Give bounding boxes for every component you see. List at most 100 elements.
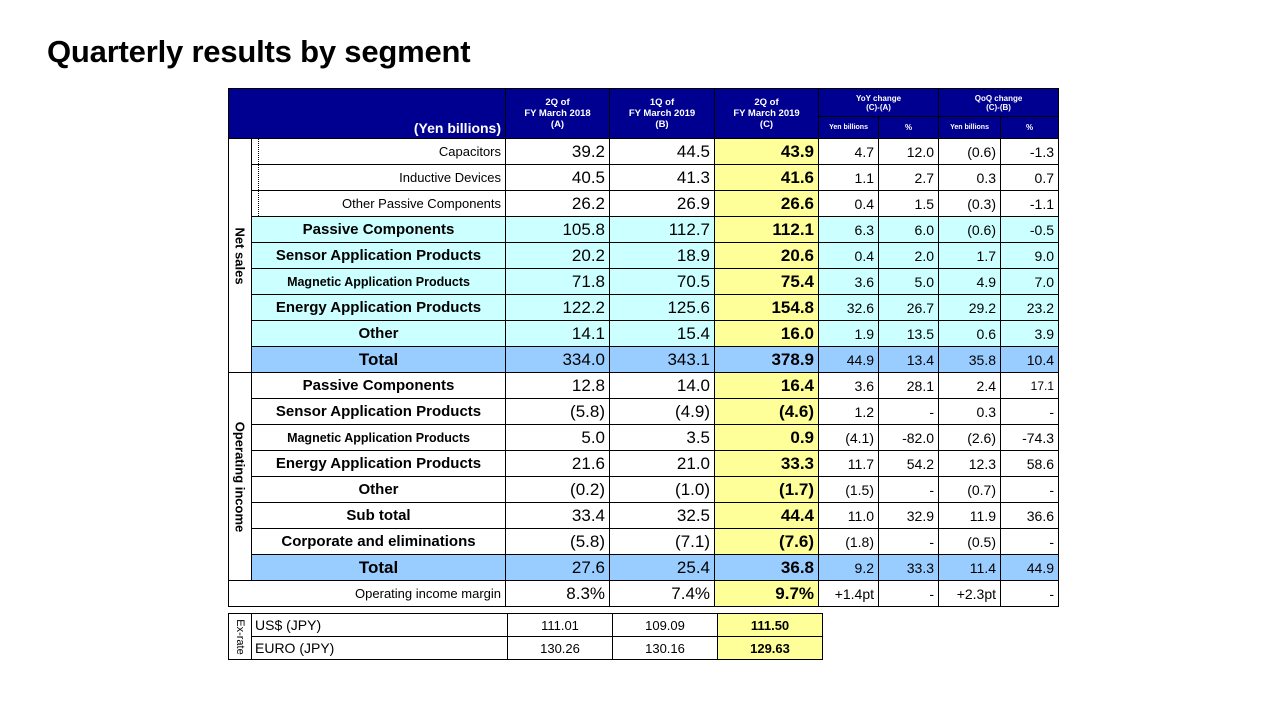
value-c: 9.7% bbox=[714, 580, 820, 607]
net-sales-section-label: Net sales bbox=[228, 138, 252, 373]
table-row: Corporate and eliminations (5.8) (7.1) (7.6… bbox=[229, 528, 1060, 555]
value-a: 26.2 bbox=[505, 190, 611, 217]
table-row: Energy Application Products 21.6 21.0 33.3 1… bbox=[229, 450, 1060, 477]
value-a: 105.8 bbox=[505, 216, 611, 243]
table-row: Total 334.0 343.1 378.9 44.9 13.4 35.8 10.4 bbox=[229, 346, 1060, 373]
change-yoy: 4.7 bbox=[818, 138, 880, 165]
row-label: Magnetic Application Products bbox=[250, 424, 507, 451]
change-qoq-pct: 10.4 bbox=[1000, 346, 1060, 373]
change-qoq-pct: -74.3 bbox=[1000, 424, 1060, 451]
change-yoy: 0.4 bbox=[818, 242, 880, 269]
value-b: 18.9 bbox=[609, 242, 716, 269]
value-a: 71.8 bbox=[505, 268, 611, 295]
change-yoy-pct: - bbox=[878, 476, 940, 503]
value-b: 25.4 bbox=[609, 554, 716, 581]
value-c: 43.9 bbox=[714, 138, 820, 165]
row-label: Other bbox=[250, 320, 507, 347]
rate-a: 130.26 bbox=[507, 636, 613, 660]
value-a: 14.1 bbox=[505, 320, 611, 347]
change-qoq-pct: - bbox=[1000, 528, 1060, 555]
row-label: Total bbox=[250, 554, 507, 581]
change-yoy-pct: 13.4 bbox=[878, 346, 940, 373]
change-yoy-pct: 2.0 bbox=[878, 242, 940, 269]
value-b: 3.5 bbox=[609, 424, 716, 451]
segment-results-table: (Yen billions) 2Q of FY March 2018 (A) 1Q … bbox=[227, 88, 1060, 607]
change-yoy: 9.2 bbox=[818, 554, 880, 581]
change-yoy: 11.0 bbox=[818, 502, 880, 529]
value-a: 122.2 bbox=[505, 294, 611, 321]
qoq-header: QoQ change (C)-(B) bbox=[938, 88, 1060, 117]
row-label: Passive Components bbox=[250, 372, 507, 399]
change-qoq-pct: - bbox=[1000, 580, 1060, 607]
table-row: Total 27.6 25.4 36.8 9.2 33.3 11.4 44.9 bbox=[229, 554, 1060, 581]
change-yoy-pct: 33.3 bbox=[878, 554, 940, 581]
change-qoq-pct: 9.0 bbox=[1000, 242, 1060, 269]
change-yoy-pct: - bbox=[878, 528, 940, 555]
change-yoy: 6.3 bbox=[818, 216, 880, 243]
col-header-b: 1Q of FY March 2019 (B) bbox=[609, 88, 716, 139]
value-b: 32.5 bbox=[609, 502, 716, 529]
change-qoq-pct: -0.5 bbox=[1000, 216, 1060, 243]
table-row: Other Passive Components 26.2 26.9 26.6 0.4 1… bbox=[229, 190, 1060, 217]
change-qoq: 0.6 bbox=[938, 320, 1002, 347]
row-label: Other bbox=[250, 476, 507, 503]
change-qoq-pct: - bbox=[1000, 476, 1060, 503]
table-row: Other 14.1 15.4 16.0 1.9 13.5 0.6 3.9 bbox=[229, 320, 1060, 347]
change-yoy: 3.6 bbox=[818, 268, 880, 295]
value-a: (5.8) bbox=[505, 398, 611, 425]
value-c: 16.0 bbox=[714, 320, 820, 347]
value-c: 16.4 bbox=[714, 372, 820, 399]
value-b: 26.9 bbox=[609, 190, 716, 217]
value-b: 14.0 bbox=[609, 372, 716, 399]
exchange-rate-table: Ex-rate US$ (JPY) 111.01 109.09 111.50 EURO (… bbox=[228, 613, 823, 660]
change-qoq: 35.8 bbox=[938, 346, 1002, 373]
value-b: 343.1 bbox=[609, 346, 716, 373]
change-yoy: 44.9 bbox=[818, 346, 880, 373]
change-qoq-pct: 23.2 bbox=[1000, 294, 1060, 321]
change-yoy: 0.4 bbox=[818, 190, 880, 217]
change-qoq: 0.3 bbox=[938, 164, 1002, 191]
row-label: Magnetic Application Products bbox=[250, 268, 507, 295]
change-yoy-pct: 12.0 bbox=[878, 138, 940, 165]
value-b: 7.4% bbox=[609, 580, 716, 607]
row-label: Other Passive Components bbox=[257, 190, 507, 217]
change-qoq: (0.6) bbox=[938, 138, 1002, 165]
change-yoy-pct: - bbox=[878, 398, 940, 425]
table-row: Operating income margin 8.3% 7.4% 9.7% +1.4p… bbox=[227, 580, 1060, 607]
change-yoy: 1.1 bbox=[818, 164, 880, 191]
value-c: 154.8 bbox=[714, 294, 820, 321]
value-b: 125.6 bbox=[609, 294, 716, 321]
change-qoq-pct: 17.1 bbox=[1000, 372, 1060, 399]
value-a: 12.8 bbox=[505, 372, 611, 399]
value-a: 33.4 bbox=[505, 502, 611, 529]
col-header-a: 2Q of FY March 2018 (A) bbox=[505, 88, 611, 139]
value-b: 112.7 bbox=[609, 216, 716, 243]
table-row: Energy Application Products 122.2 125.6 154… bbox=[229, 294, 1060, 321]
change-qoq: 11.4 bbox=[938, 554, 1002, 581]
table-row: Operating income Passive Components 12.8 14… bbox=[228, 372, 1060, 581]
rate-b: 109.09 bbox=[612, 613, 718, 637]
value-a: (0.2) bbox=[505, 476, 611, 503]
value-b: 44.5 bbox=[609, 138, 716, 165]
change-yoy-pct: -82.0 bbox=[878, 424, 940, 451]
change-yoy-pct: 1.5 bbox=[878, 190, 940, 217]
value-a: 334.0 bbox=[505, 346, 611, 373]
change-qoq-pct: -1.1 bbox=[1000, 190, 1060, 217]
value-c: 26.6 bbox=[714, 190, 820, 217]
value-b: 21.0 bbox=[609, 450, 716, 477]
value-b: (7.1) bbox=[609, 528, 716, 555]
table-row: Inductive Devices 40.5 41.3 41.6 1.1 2.7 0.3 0.… bbox=[229, 164, 1060, 191]
change-yoy: 3.6 bbox=[818, 372, 880, 399]
change-qoq-pct: 3.9 bbox=[1000, 320, 1060, 347]
value-c: 41.6 bbox=[714, 164, 820, 191]
table-row: Sub total 33.4 32.5 44.4 11.0 32.9 11.9 36.6 bbox=[229, 502, 1060, 529]
value-c: 44.4 bbox=[714, 502, 820, 529]
rate-a: 111.01 bbox=[507, 613, 613, 637]
value-c: 33.3 bbox=[714, 450, 820, 477]
operating-income-section-label: Operating income bbox=[228, 372, 252, 581]
change-qoq: 1.7 bbox=[938, 242, 1002, 269]
change-yoy-pct: 26.7 bbox=[878, 294, 940, 321]
table-row: Sensor Application Products (5.8) (4.9) (4.… bbox=[229, 398, 1060, 425]
yoy-header: YoY change (C)-(A) bbox=[818, 88, 940, 117]
change-qoq-pct: 58.6 bbox=[1000, 450, 1060, 477]
